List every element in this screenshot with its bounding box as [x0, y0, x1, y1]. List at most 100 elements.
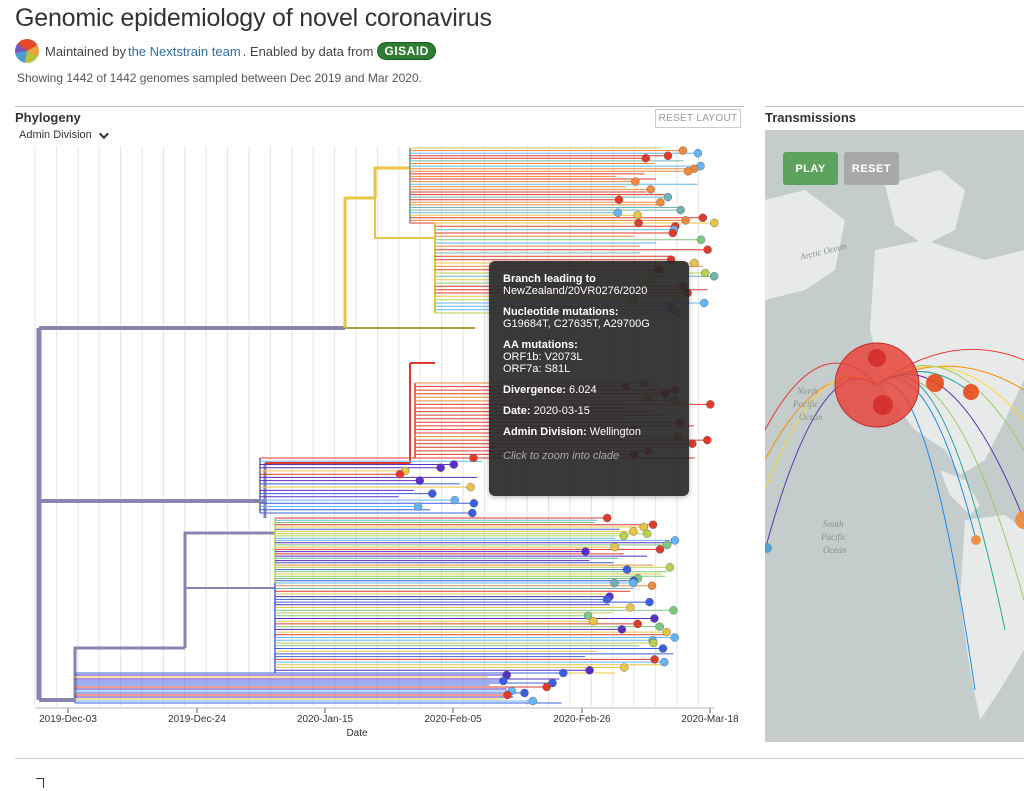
tree-tip: [633, 210, 642, 220]
tree-tip: [559, 668, 568, 678]
tree-tip: [701, 268, 710, 278]
tree-tip: [622, 565, 632, 574]
phylogeny-divider: [15, 106, 744, 107]
tree-tip: [449, 460, 459, 469]
tree-tip: [710, 218, 719, 228]
tree-tip: [646, 185, 655, 194]
transmissions-title: Transmissions: [765, 110, 857, 125]
x-tick-label: 2019-Dec-03: [39, 714, 97, 725]
map-label-north-pacific-3: Ocean: [799, 412, 823, 422]
reset-layout-button[interactable]: RESET LAYOUT: [655, 109, 741, 128]
tree-tip: [585, 666, 594, 675]
x-tick-label: 2020-Feb-26: [553, 714, 611, 725]
transmissions-divider: [765, 106, 1024, 107]
tree-tip: [634, 218, 643, 228]
tree-branch: [343, 196, 375, 328]
tree-tip: [589, 617, 598, 626]
tree-tip: [617, 625, 627, 634]
tooltip-admin-value: Wellington: [589, 426, 641, 438]
x-tick-label: 2020-Feb-05: [424, 714, 482, 725]
tooltip-branch-label: Branch leading to: [503, 273, 596, 285]
tree-tip: [698, 213, 707, 223]
x-axis-label: Date: [346, 728, 368, 739]
x-tick-label: 2020-Jan-15: [297, 714, 354, 725]
transmission-circle-5: [971, 535, 981, 545]
tree-tip: [583, 611, 593, 620]
transmission-circle-6: [1015, 511, 1024, 529]
color-by-value: Admin Division: [19, 129, 92, 141]
map-label-south-pacific-2: Pacific: [820, 532, 847, 542]
play-button[interactable]: PLAY: [783, 152, 838, 185]
map-label-south-pacific-1: South: [823, 519, 844, 529]
tooltip-aa-line1: ORF1b: V2073L: [503, 351, 583, 363]
reset-map-button[interactable]: RESET: [844, 152, 899, 185]
land-central-america: [940, 470, 980, 515]
tree-tip: [645, 597, 654, 607]
tree-tip: [693, 149, 703, 158]
branch-tooltip: Branch leading to NewZealand/20VR0276/20…: [489, 261, 689, 496]
byline: Maintained by the Nextstrain team . Enab…: [15, 38, 436, 64]
tree-tip: [648, 520, 658, 529]
gisaid-logo[interactable]: GISAID: [377, 42, 436, 60]
tree-branch: [374, 198, 435, 239]
tree-tip: [629, 527, 638, 536]
tree-tip: [643, 529, 652, 538]
tooltip-aa-line2: ORF7a: S81L: [503, 363, 571, 375]
transmissions-map[interactable]: Arctic Ocean North Pacific Ocean South P…: [765, 130, 1024, 742]
footer-divider: [15, 758, 1024, 759]
tree-tip: [690, 258, 699, 268]
tree-tip: [703, 435, 712, 445]
tree-tip: [665, 563, 675, 572]
tree-tip: [520, 688, 529, 698]
tree-tip: [436, 463, 445, 472]
map-label-north-pacific-2: Pacific: [792, 399, 819, 409]
tree-tip: [548, 678, 557, 688]
tree-tip: [670, 536, 680, 545]
tree-tip: [542, 682, 551, 692]
tree-tip: [703, 245, 712, 254]
tree-tip: [641, 154, 650, 163]
tree-tip: [468, 508, 477, 518]
tree-tip: [660, 657, 669, 667]
tree-tip: [415, 476, 424, 485]
tree-tip: [602, 595, 612, 604]
map-label-south-pacific-3: Ocean: [823, 545, 847, 555]
tree-tip: [655, 622, 664, 631]
tooltip-date-value: 2020-03-15: [533, 405, 590, 417]
tree-tip: [639, 522, 648, 532]
tree-tip: [662, 627, 671, 637]
maintained-text: Maintained by: [45, 43, 126, 59]
tree-tip: [619, 531, 628, 541]
tree-tip: [633, 619, 642, 629]
tree-tip: [688, 439, 697, 448]
tooltip-date-label: Date:: [503, 405, 531, 417]
tooltip-divergence-value: 6.024: [569, 384, 597, 396]
nextstrain-team-link[interactable]: the Nextstrain team: [127, 43, 241, 59]
world-map: Arctic Ocean North Pacific Ocean South P…: [765, 170, 1024, 720]
color-by-dropdown[interactable]: Admin Division: [19, 128, 109, 141]
tree-tip: [658, 644, 668, 653]
tree-tip: [581, 547, 590, 556]
tree-tip: [669, 606, 678, 615]
land-alaska-siberia: [765, 190, 845, 300]
tree-tip: [656, 198, 665, 207]
tree-tip: [647, 581, 657, 590]
tree-tip: [662, 540, 672, 550]
tree-tip: [676, 205, 685, 215]
map-label-north-pacific-1: North: [796, 386, 819, 396]
tree-tip: [710, 272, 719, 281]
land-greenland: [885, 170, 965, 245]
tree-tip: [670, 633, 679, 642]
tooltip-zoom-hint: Click to zoom into clade: [503, 450, 620, 462]
tree-tip: [650, 614, 659, 623]
tree-tip: [655, 545, 665, 554]
x-tick-label: 2019-Dec-24: [168, 714, 226, 725]
tree-branch: [73, 646, 185, 700]
tree-tip: [603, 513, 612, 523]
transmission-circle-large: [834, 342, 920, 428]
enabled-text: . Enabled by data from: [242, 43, 374, 59]
transmission-circle-3: [926, 374, 944, 392]
tree-tip: [499, 676, 508, 686]
tree-tip: [610, 542, 619, 552]
tooltip-nuc-value: G19684T, C27635T, A29700G: [503, 318, 650, 330]
